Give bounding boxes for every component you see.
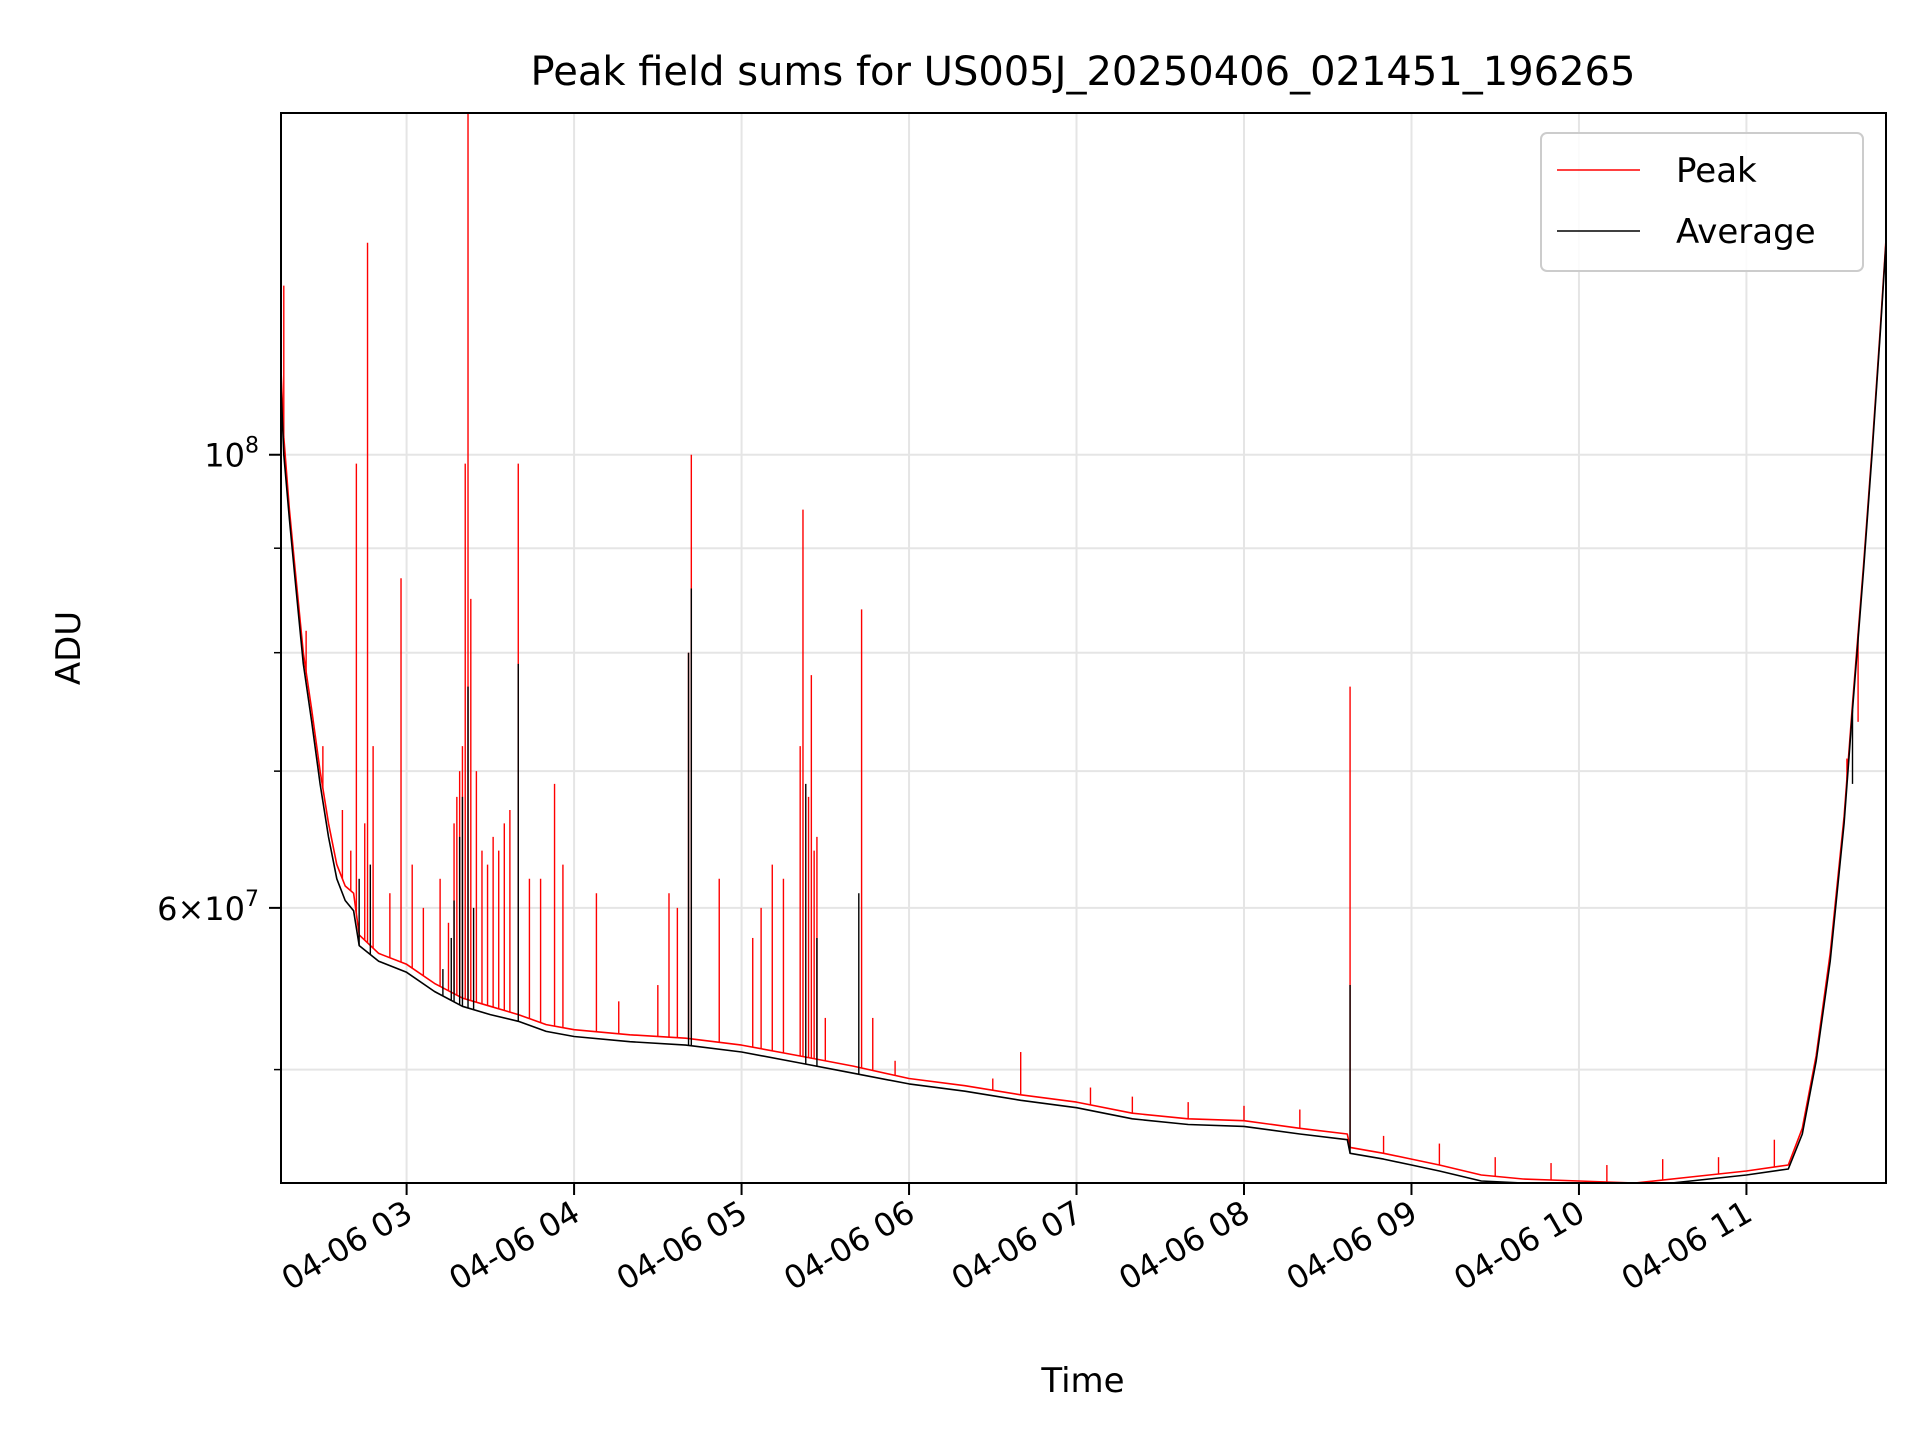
y-axis: 6×107 108 <box>157 434 281 1071</box>
legend: Peak Average <box>1540 132 1864 272</box>
y-tick-label-base: 6×10 <box>157 890 245 928</box>
x-axis-label: Time <box>1040 1361 1124 1401</box>
legend-box <box>1540 132 1864 272</box>
grid <box>281 113 1886 1183</box>
y-tick-label-exponent: 8 <box>245 434 259 459</box>
y-tick-label: 108 <box>204 434 259 475</box>
legend-label-average: Average <box>1676 212 1816 252</box>
y-axis-label: ADU <box>49 611 89 685</box>
series-layer <box>281 113 1886 1183</box>
y-tick-label-exponent: 7 <box>245 887 259 912</box>
y-tick-label-base: 10 <box>204 437 245 475</box>
plot-frame <box>280 112 1887 1184</box>
y-tick-label: 6×107 <box>157 887 259 928</box>
legend-label-peak: Peak <box>1676 151 1757 191</box>
chart-title: Peak field sums for US005J_20250406_0214… <box>531 49 1636 95</box>
series-line-average <box>281 242 1886 1183</box>
